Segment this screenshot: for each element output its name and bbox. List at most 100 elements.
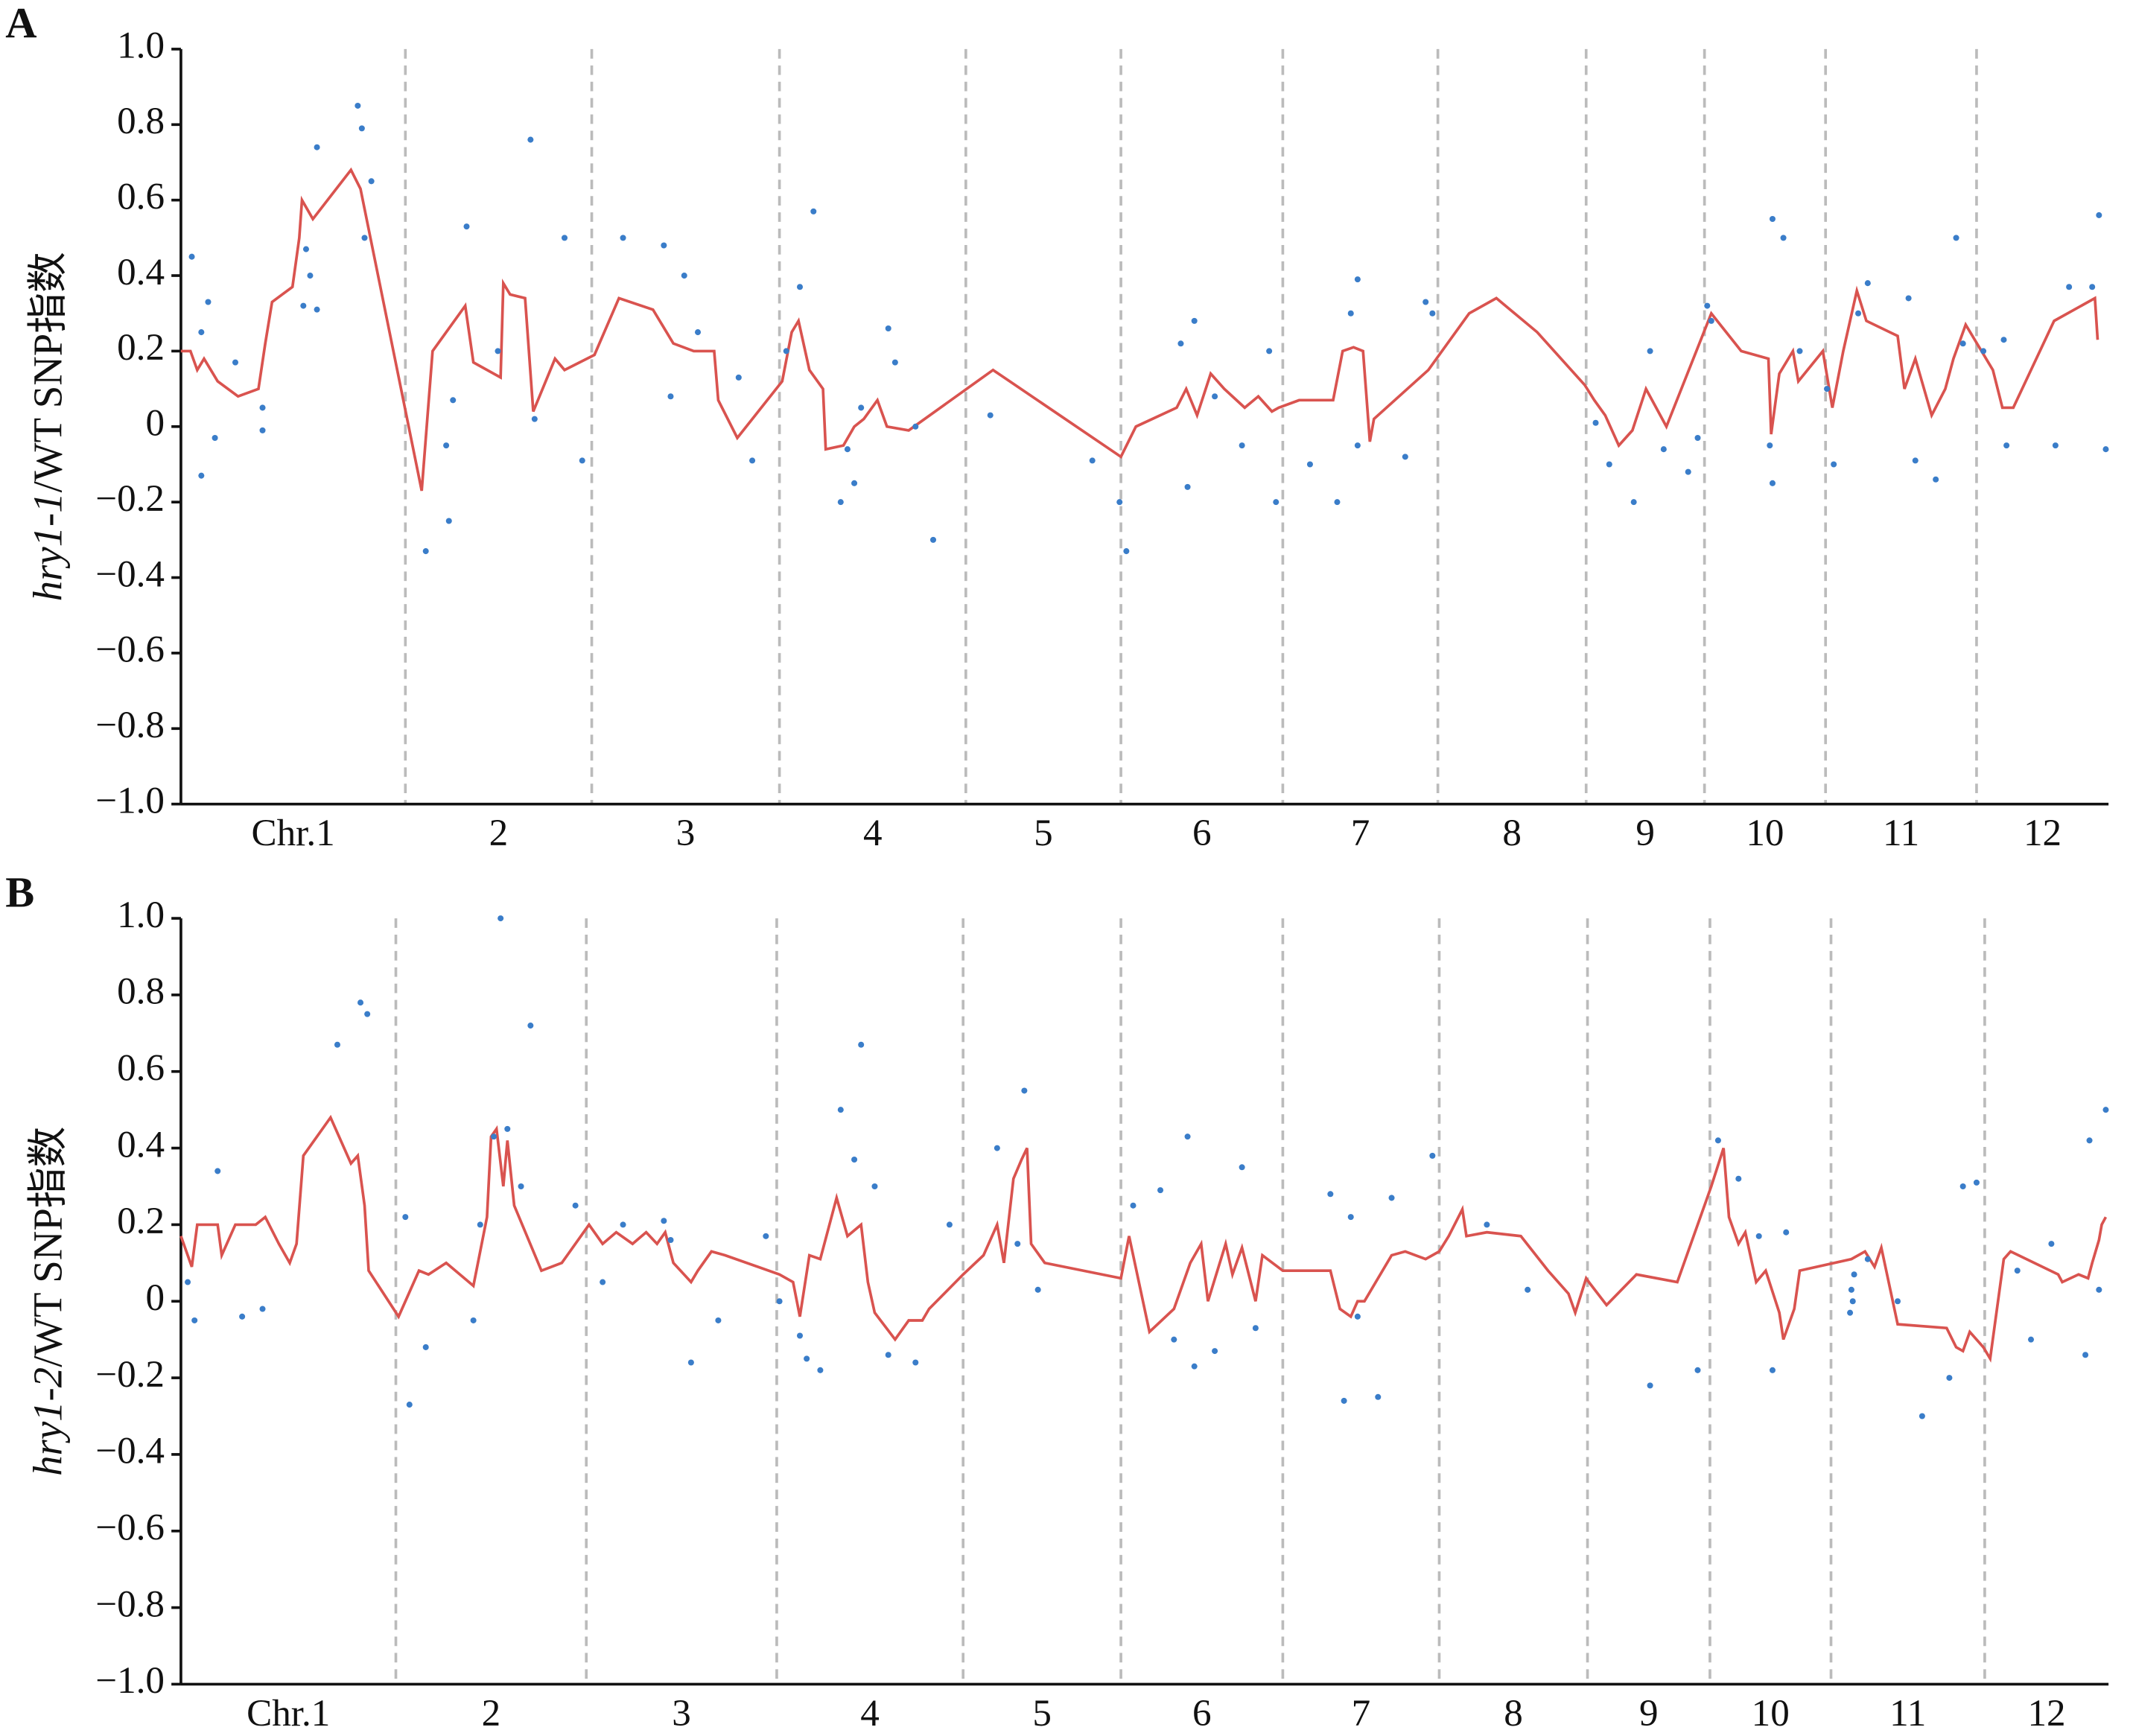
snp-point — [1306, 461, 1313, 468]
snp-point — [946, 1221, 953, 1228]
snp-point — [205, 299, 212, 305]
snp-point — [1341, 1397, 1347, 1404]
x-category-label: 6 — [1192, 812, 1212, 854]
snp-point — [1824, 386, 1831, 392]
snp-point — [463, 223, 470, 230]
y-tick-label: 0.6 — [117, 175, 165, 217]
snp-point — [620, 235, 626, 241]
snp-point — [1592, 419, 1599, 426]
snp-point — [518, 1183, 524, 1190]
panel-label: A — [5, 0, 36, 47]
snp-point — [1864, 280, 1871, 287]
snp-point — [858, 404, 865, 411]
x-category-label: 8 — [1504, 1692, 1523, 1735]
snp-point — [191, 1317, 198, 1323]
snp-point — [232, 359, 239, 366]
snp-point — [361, 235, 368, 241]
snp-point — [1239, 442, 1245, 449]
x-category-label: 11 — [1883, 812, 1919, 854]
snp-point — [1769, 480, 1776, 486]
snp-point — [491, 1134, 498, 1140]
snp-point — [1525, 1286, 1531, 1293]
snp-point — [885, 325, 891, 332]
snp-point — [600, 1279, 606, 1285]
x-category-label: 7 — [1351, 812, 1370, 854]
snp-point — [198, 472, 205, 479]
snp-point — [885, 1352, 891, 1358]
x-category-label: 3 — [676, 812, 696, 854]
snp-point — [1606, 461, 1612, 468]
snp-point — [715, 1317, 722, 1323]
snp-point — [1660, 446, 1667, 453]
snp-point — [259, 1306, 266, 1312]
snp-point — [406, 1402, 413, 1408]
snp-point — [357, 999, 364, 1006]
snp-point — [450, 397, 457, 404]
snp-point — [368, 178, 375, 185]
snp-point — [735, 374, 742, 381]
snp-point — [1755, 1233, 1762, 1239]
snp-point — [445, 518, 452, 524]
snp-point — [2102, 446, 2109, 453]
snp-point — [2082, 1352, 2089, 1358]
snp-point — [1959, 340, 1966, 347]
snp-point — [1273, 499, 1280, 506]
snp-point — [817, 1367, 824, 1373]
snp-point — [929, 536, 937, 543]
snp-point — [1347, 310, 1354, 317]
snp-point — [498, 915, 504, 922]
snp-point — [1980, 348, 1987, 354]
x-category-label: 9 — [1639, 1692, 1659, 1735]
snp-point — [912, 423, 919, 430]
x-category-label: 7 — [1352, 1692, 1371, 1735]
snp-point — [687, 1359, 694, 1366]
y-axis-label-italic: hry1-2 — [25, 1367, 70, 1476]
snp-point — [214, 1168, 221, 1174]
snp-point — [477, 1221, 483, 1228]
x-category-label: 2 — [489, 812, 509, 854]
snp-point — [1905, 295, 1912, 302]
snp-point — [912, 1359, 919, 1366]
snp-point — [796, 1332, 804, 1339]
snp-point — [1123, 548, 1130, 555]
snp-point — [1157, 1187, 1164, 1194]
snp-point — [402, 1214, 409, 1221]
snp-point — [531, 416, 538, 422]
snp-point — [307, 273, 314, 279]
x-category-label: 4 — [863, 812, 883, 854]
snp-point — [2096, 1286, 2102, 1293]
snp-point — [2014, 1268, 2021, 1274]
y-tick-label: 0.6 — [117, 1046, 165, 1089]
snp-point — [1266, 348, 1273, 354]
snp-point — [212, 434, 218, 442]
y-tick-label: 0.4 — [117, 1123, 165, 1166]
snp-point — [763, 1233, 769, 1239]
snp-point — [1694, 434, 1701, 442]
snp-point — [1704, 302, 1711, 309]
snp-index-line — [180, 167, 2099, 492]
snp-point — [796, 284, 804, 290]
snp-point — [1849, 1298, 1856, 1305]
y-tick-label: 0 — [145, 1276, 165, 1319]
snp-point — [470, 1317, 477, 1323]
snp-point — [1630, 499, 1637, 506]
y-tick-label: 0.8 — [117, 970, 165, 1013]
snp-point — [1212, 393, 1218, 400]
snp-point — [1130, 1202, 1137, 1209]
x-category-label: Chr.1 — [247, 1692, 330, 1735]
snp-point — [1484, 1221, 1490, 1228]
snp-point — [661, 242, 667, 249]
snp-point — [443, 442, 450, 449]
snp-point — [1239, 1164, 1245, 1171]
y-tick-label: −0.8 — [95, 1583, 165, 1625]
snp-point — [1184, 483, 1191, 490]
snp-point — [851, 1156, 858, 1163]
snp-point — [1685, 468, 1691, 475]
snp-point — [1354, 276, 1361, 283]
y-tick-label: 0 — [145, 402, 165, 445]
snp-point — [749, 457, 756, 464]
snp-point — [2052, 442, 2059, 449]
y-tick-label: −0.4 — [95, 553, 165, 595]
snp-point — [1855, 310, 1862, 317]
